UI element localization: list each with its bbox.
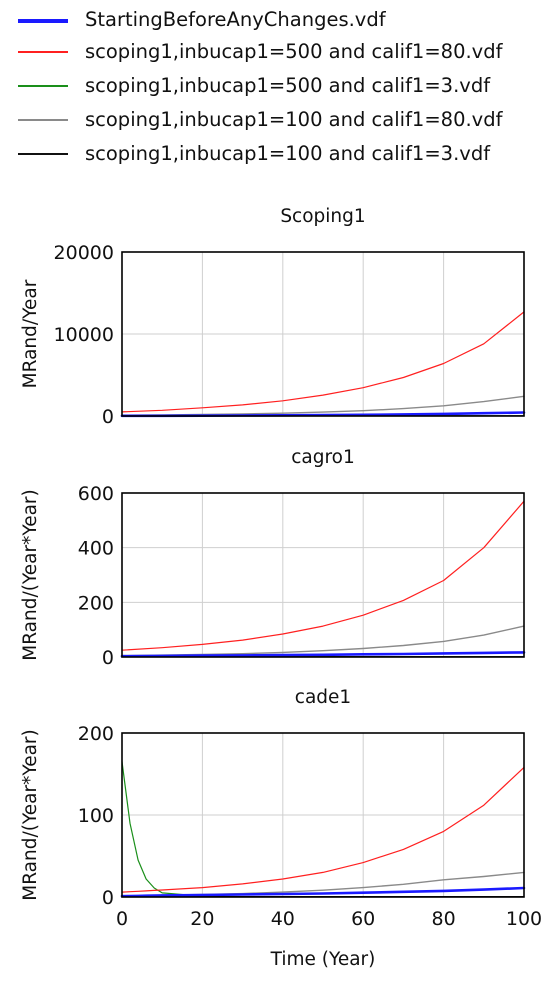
legend-item: scoping1,inbucap1=100 and calif1=80.vdf <box>0 106 550 134</box>
legend-swatch <box>18 19 68 23</box>
legend-swatch <box>18 153 68 155</box>
legend-label: scoping1,inbucap1=100 and calif1=80.vdf <box>85 108 503 131</box>
y-tick-label: 200 <box>78 723 114 745</box>
x-tick-label: 40 <box>271 908 295 930</box>
y-axis-label: MRand/Year <box>20 279 41 388</box>
chart-title: cagro1 <box>291 447 355 468</box>
y-tick-label: 0 <box>102 647 114 669</box>
legend-swatch <box>18 85 68 87</box>
y-tick-label: 600 <box>78 483 114 505</box>
series-line <box>121 500 525 651</box>
series-line <box>121 766 525 893</box>
x-tick-label: 80 <box>432 908 456 930</box>
legend-label: scoping1,inbucap1=100 and calif1=3.vdf <box>85 142 491 165</box>
plot-frame <box>121 251 525 417</box>
legend-label: scoping1,inbucap1=500 and calif1=80.vdf <box>85 40 503 63</box>
y-tick-label: 200 <box>78 592 114 614</box>
series-line <box>121 761 525 898</box>
legend-item: StartingBeforeAnyChanges.vdf <box>0 6 550 34</box>
y-tick-label: 100 <box>78 805 114 827</box>
x-tick-label: 60 <box>351 908 375 930</box>
legend-label: scoping1,inbucap1=500 and calif1=3.vdf <box>85 74 491 97</box>
legend-swatch <box>18 51 68 53</box>
y-tick-label: 0 <box>102 887 114 909</box>
x-tick-label: 100 <box>506 908 542 930</box>
x-tick-label: 20 <box>190 908 214 930</box>
y-tick-label: 20000 <box>54 242 114 264</box>
legend-item: scoping1,inbucap1=500 and calif1=3.vdf <box>0 72 550 100</box>
legend-swatch <box>18 119 68 121</box>
y-tick-label: 10000 <box>54 324 114 346</box>
series-line <box>121 311 525 413</box>
y-axis-label: MRand/(Year*Year) <box>20 729 41 900</box>
series-line <box>120 651 526 658</box>
legend-item: scoping1,inbucap1=100 and calif1=3.vdf <box>0 140 550 168</box>
x-axis-label: Time (Year) <box>270 949 376 970</box>
x-tick-label: 0 <box>116 908 128 930</box>
series-line <box>121 625 525 657</box>
plot-frame <box>121 732 525 898</box>
y-tick-label: 0 <box>102 406 114 428</box>
y-axis-label: MRand/(Year*Year) <box>20 489 41 660</box>
chart-title: cade1 <box>295 687 351 708</box>
legend-label: StartingBeforeAnyChanges.vdf <box>85 8 386 31</box>
chart-title: Scoping1 <box>280 206 365 227</box>
plot-frame <box>121 492 525 658</box>
legend-item: scoping1,inbucap1=500 and calif1=80.vdf <box>0 38 550 66</box>
y-tick-label: 400 <box>78 538 114 560</box>
series-line <box>120 886 526 898</box>
